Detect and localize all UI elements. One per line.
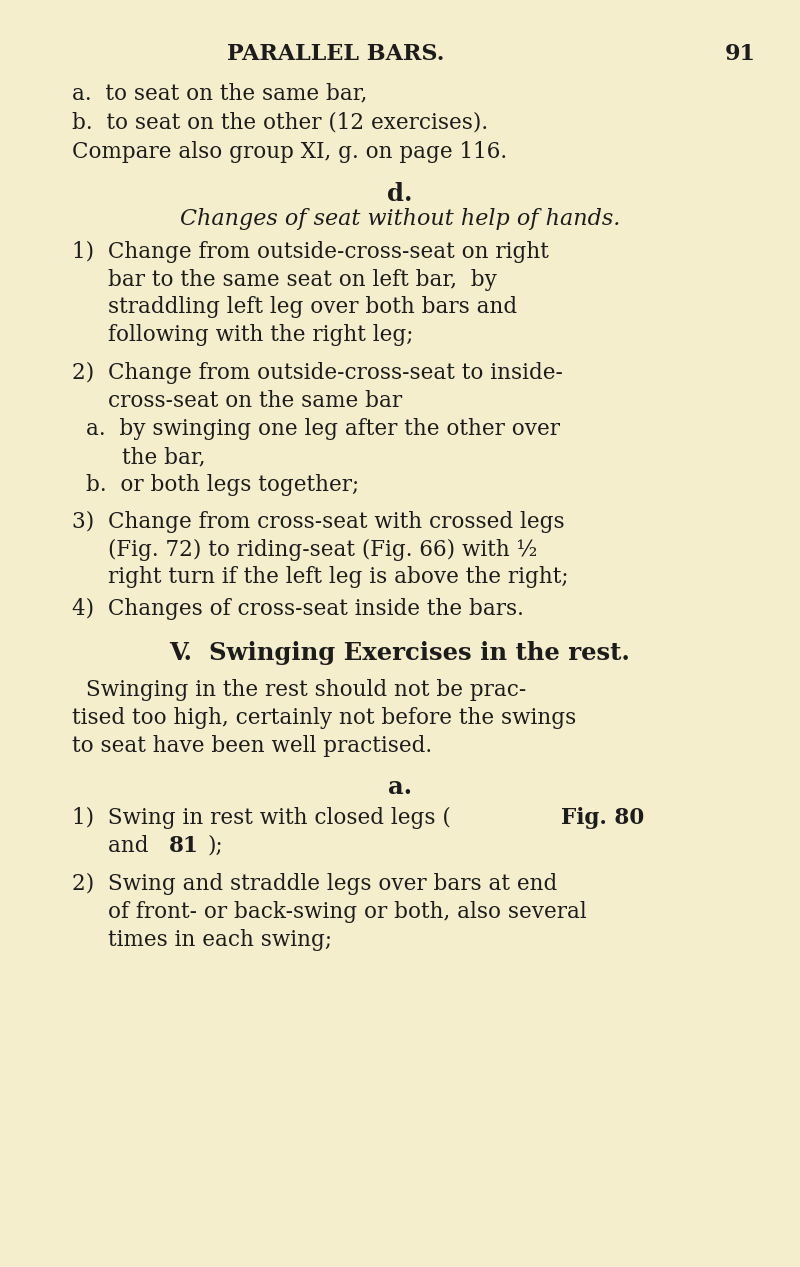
- Text: bar to the same seat on left bar,  by: bar to the same seat on left bar, by: [108, 269, 497, 290]
- Text: b.  to seat on the other (12 exercises).: b. to seat on the other (12 exercises).: [72, 111, 488, 133]
- Text: a.  by swinging one leg after the other over: a. by swinging one leg after the other o…: [86, 418, 560, 440]
- Text: 91: 91: [725, 43, 756, 65]
- Text: tised too high, certainly not before the swings: tised too high, certainly not before the…: [72, 707, 576, 729]
- Text: times in each swing;: times in each swing;: [108, 929, 332, 950]
- Text: 2)  Change from outside-cross-seat to inside-: 2) Change from outside-cross-seat to ins…: [72, 362, 563, 384]
- Text: V.  Swinging Exercises in the rest.: V. Swinging Exercises in the rest.: [170, 641, 630, 665]
- Text: (Fig. 72) to riding-seat (Fig. 66) with ½: (Fig. 72) to riding-seat (Fig. 66) with …: [108, 538, 538, 560]
- Text: 2)  Swing and straddle legs over bars at end: 2) Swing and straddle legs over bars at …: [72, 873, 558, 895]
- Text: 3)  Change from cross-seat with crossed legs: 3) Change from cross-seat with crossed l…: [72, 511, 565, 532]
- Text: Swinging in the rest should not be prac-: Swinging in the rest should not be prac-: [86, 679, 526, 701]
- Text: a.: a.: [388, 775, 412, 799]
- Text: cross-seat on the same bar: cross-seat on the same bar: [108, 390, 402, 412]
- Text: Fig. 80: Fig. 80: [561, 807, 644, 829]
- Text: PARALLEL BARS.: PARALLEL BARS.: [227, 43, 445, 65]
- Text: 4)  Changes of cross-seat inside the bars.: 4) Changes of cross-seat inside the bars…: [72, 598, 524, 620]
- Text: the bar,: the bar,: [122, 446, 205, 468]
- Text: 81: 81: [169, 835, 199, 856]
- Text: straddling left leg over both bars and: straddling left leg over both bars and: [108, 296, 517, 318]
- Text: );: );: [208, 835, 223, 856]
- Text: of front- or back-swing or both, also several: of front- or back-swing or both, also se…: [108, 901, 586, 922]
- Text: following with the right leg;: following with the right leg;: [108, 324, 414, 346]
- Text: a.  to seat on the same bar,: a. to seat on the same bar,: [72, 82, 367, 104]
- Text: Changes of seat without help of hands.: Changes of seat without help of hands.: [180, 208, 620, 229]
- Text: 1)  Change from outside-cross-seat on right: 1) Change from outside-cross-seat on rig…: [72, 241, 549, 262]
- Text: to seat have been well practised.: to seat have been well practised.: [72, 735, 432, 756]
- Text: Compare also group XI, g. on page 116.: Compare also group XI, g. on page 116.: [72, 141, 507, 162]
- Text: and: and: [108, 835, 155, 856]
- Text: 1)  Swing in rest with closed legs (: 1) Swing in rest with closed legs (: [72, 807, 450, 829]
- Text: d.: d.: [387, 182, 413, 207]
- Text: right turn if the left leg is above the right;: right turn if the left leg is above the …: [108, 566, 569, 588]
- Text: b.  or both legs together;: b. or both legs together;: [86, 474, 358, 495]
